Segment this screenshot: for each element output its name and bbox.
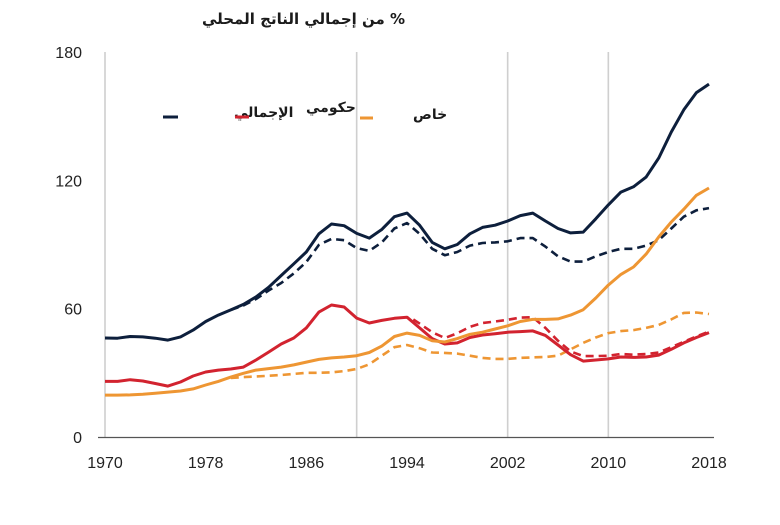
x-tick-label: 2018 [691,455,727,472]
y-tick-label: 120 [55,173,82,190]
chart-title: % من إجمالي الناتج المحلي [202,10,405,28]
series-line-1-dashed [230,206,710,312]
legend-item-private: خاص [360,107,447,123]
y-tick-label: 0 [73,430,82,447]
legend-item-total: الإجمالي [163,105,293,121]
x-axis-ticks: 1970 1978 1986 1994 2002 2010 2018 [87,455,727,472]
legend-label-government: حكومي [306,100,356,116]
series-line-0-solid [104,82,710,342]
legend-item-government: حكومي [235,100,356,119]
legend: الإجمالي حكومي خاص [163,100,447,123]
legend-label-private: خاص [413,107,447,123]
y-tick-label: 60 [64,302,82,319]
y-tick-label: 180 [55,45,82,62]
series-line-2-solid [105,303,710,388]
y-axis-ticks: 0 60 120 180 [55,45,82,447]
series-line-3-dashed [412,315,710,358]
series-line-4-solid [105,186,710,397]
x-tick-label: 1978 [188,455,224,472]
legend-label-total: الإجمالي [234,105,293,121]
x-tick-label: 1986 [289,455,325,472]
x-tick-label: 2002 [490,455,526,472]
x-tick-label: 2010 [591,455,627,472]
x-tick-label: 1970 [87,455,123,472]
series-group [104,82,710,397]
series-line-5-dashed [230,311,710,380]
reference-lines [104,52,610,437]
x-tick-label: 1994 [389,455,425,472]
